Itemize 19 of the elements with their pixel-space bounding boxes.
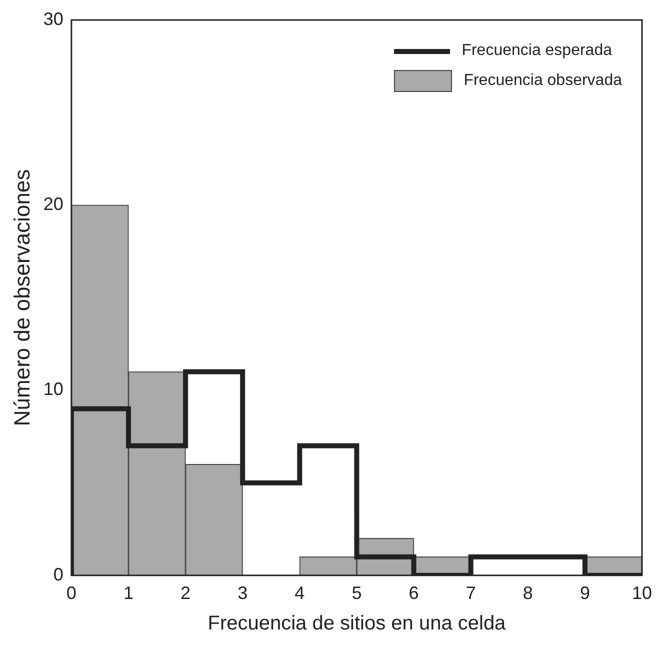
x-tick-label: 0 xyxy=(66,583,76,604)
x-tick-label: 2 xyxy=(180,583,191,604)
x-tick-label: 6 xyxy=(408,583,419,604)
x-tick-label: 1 xyxy=(123,583,134,604)
y-axis-title: Número de observaciones xyxy=(9,169,34,426)
y-tick-label: 0 xyxy=(53,564,64,584)
x-tick-label: 10 xyxy=(632,583,652,604)
y-tick-label: 10 xyxy=(43,379,64,400)
y-tick-label: 30 xyxy=(43,8,64,29)
y-tick-label: 20 xyxy=(43,194,64,214)
x-tick-label: 3 xyxy=(238,583,248,604)
legend-label: Frecuencia observada xyxy=(464,72,622,90)
x-tick-label: 5 xyxy=(352,583,362,604)
x-axis-title: Frecuencia de sitios en una celda xyxy=(208,612,507,635)
x-tick-label: 8 xyxy=(522,583,533,604)
x-tick-label: 9 xyxy=(580,583,590,604)
x-tick-label: 7 xyxy=(466,583,476,604)
legend-label: Frecuencia esperada xyxy=(462,42,612,60)
x-tick-label: 4 xyxy=(294,583,305,604)
